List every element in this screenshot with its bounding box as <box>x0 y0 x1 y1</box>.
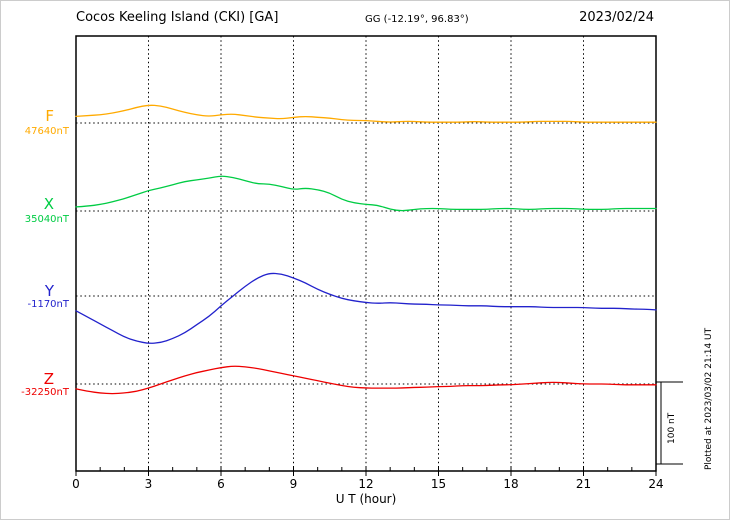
x-axis-label: U T (hour) <box>335 492 397 506</box>
gg-coordinates: GG (-12.19°, 96.83°) <box>365 14 469 25</box>
trace-Y <box>75 272 657 344</box>
x-tick-label-9: 9 <box>289 477 298 491</box>
trace-X <box>75 175 657 212</box>
trace-baseline-value-x: 35040nT <box>24 214 69 225</box>
x-tick-label-24: 24 <box>648 477 664 491</box>
trace-F <box>75 104 657 123</box>
x-tick-label-21: 21 <box>575 477 592 491</box>
trace-Z <box>75 365 657 395</box>
trace-label-y: Y <box>44 282 54 300</box>
x-tick-label-12: 12 <box>358 477 374 491</box>
trace-label-f: F <box>45 107 54 125</box>
plotted-at-note: Plotted at 2023/03/02 21:14 UT <box>704 327 714 470</box>
trace-baseline-value-y: -1170nT <box>27 299 69 310</box>
trace-label-x: X <box>43 195 54 213</box>
trace-baseline-value-f: 47640nT <box>24 126 69 137</box>
trace-label-z: Z <box>43 370 54 388</box>
x-tick-label-3: 3 <box>144 477 153 491</box>
x-tick-label-0: 0 <box>72 477 80 491</box>
station-title: Cocos Keeling Island (CKI) [GA] <box>76 10 279 25</box>
x-tick-label-15: 15 <box>430 477 447 491</box>
date-label: 2023/02/24 <box>579 10 654 25</box>
x-tick-label-6: 6 <box>217 477 225 491</box>
scale-bar-label: 100 nT <box>667 412 677 444</box>
trace-baseline-value-z: -32250nT <box>21 387 69 398</box>
x-tick-label-18: 18 <box>503 477 519 491</box>
plot-border <box>75 35 657 472</box>
